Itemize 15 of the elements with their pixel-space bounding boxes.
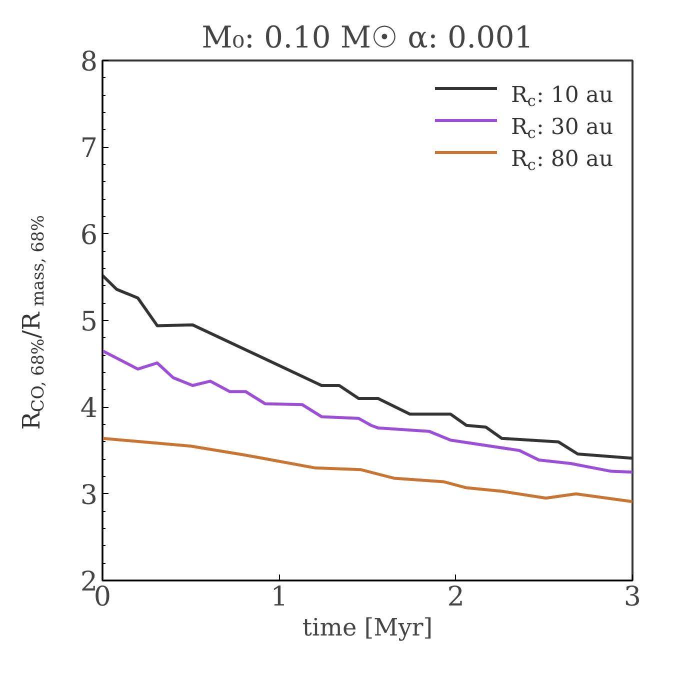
y-tick-label: 8 [80, 46, 98, 78]
line-series [102, 349, 632, 474]
chart-title: M₀: 0.10 M☉ α: 0.001 [202, 20, 534, 56]
line-series [102, 436, 632, 504]
x-tick-label: 2 [447, 582, 464, 612]
y-tick-label: 5 [80, 306, 98, 338]
y-tick-label: 4 [80, 393, 98, 424]
y-tick-label: 3 [80, 480, 98, 511]
x-tick-label: 3 [624, 582, 642, 612]
x-axis-title: time [Myr] [302, 614, 433, 642]
x-tick-label: 1 [270, 582, 288, 612]
y-axis-title: RCO, 68%/Rmass, 68% [18, 215, 48, 430]
y-tick-label: 7 [80, 133, 98, 164]
x-tick-label: 0 [94, 582, 112, 612]
y-tick-label: 6 [80, 220, 98, 251]
